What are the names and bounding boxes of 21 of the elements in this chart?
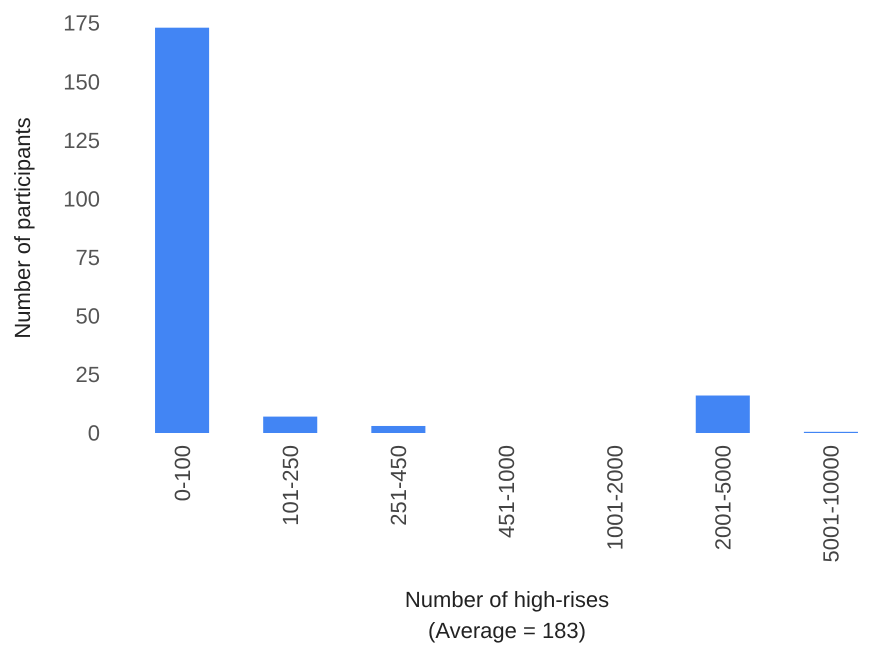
y-tick-label: 50: [76, 304, 100, 329]
bar: [155, 28, 210, 433]
y-tick-label: 75: [76, 244, 100, 270]
y-axis-title: Number of participants: [10, 117, 35, 339]
x-tick-label: 101-250: [278, 445, 303, 526]
bar: [696, 396, 750, 433]
x-tick-label: 251-450: [386, 445, 412, 526]
x-tick-label: 1001-2000: [602, 445, 628, 550]
x-tick-label: 451-1000: [494, 445, 520, 538]
x-axis-title: Number of high-rises (Average = 183): [404, 587, 610, 643]
bar: [263, 416, 318, 433]
x-tick-label: 2001-5000: [710, 445, 736, 550]
y-tick-label: 0: [88, 420, 100, 446]
bar: [371, 426, 426, 433]
y-tick-label: 150: [63, 69, 100, 94]
y-tick-label: 25: [76, 362, 100, 388]
y-tick-label: 175: [63, 10, 100, 36]
y-tick-label: 100: [63, 186, 100, 212]
x-tick-label: 0-100: [170, 445, 195, 502]
x-tick-label: 5001-10000: [818, 445, 844, 562]
y-tick-label: 125: [63, 128, 100, 153]
